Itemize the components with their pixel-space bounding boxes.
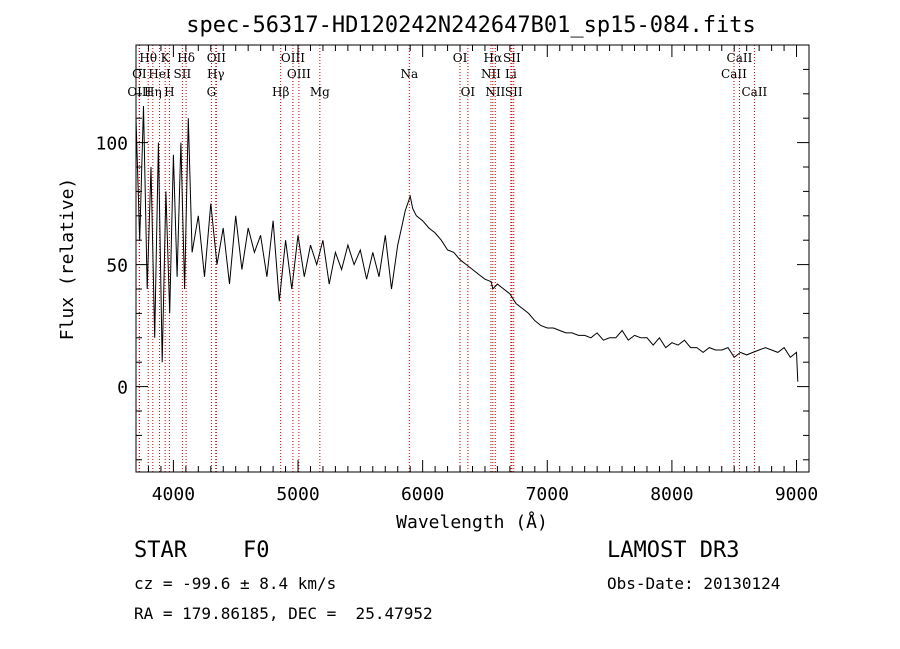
line-marker-label: Hα [484,51,503,65]
coordinates-readout: RA = 179.86185, DEC = 25.47952 [134,604,433,623]
line-marker-label: Hβ [272,85,289,99]
plot-frame [135,44,810,473]
line-marker-label: CaII [721,67,747,81]
chart-title: spec-56317-HD120242N242647B01_sp15-084.f… [186,13,756,38]
line-marker-label: Mg [310,85,330,99]
line-marker-label: SII [505,85,523,99]
line-marker-label: K [161,51,171,65]
line-marker-label: NII [481,67,501,81]
x-tick-label: 7000 [526,484,569,505]
x-axis-label: Wavelength (Å) [396,511,548,533]
x-tick-label: 9000 [775,484,818,505]
observation-date: Obs-Date: 20130124 [607,574,781,593]
line-marker-label: OIII [127,85,151,99]
line-marker-label: H [164,85,174,99]
line-marker-label: OI [453,51,468,65]
object-subclass: F0 [243,538,270,563]
x-tick-label: 6000 [401,484,444,505]
line-marker-label: Hη [144,85,162,99]
survey-name: LAMOST DR3 [607,538,740,563]
line-marker-label: SII [503,51,521,65]
x-tick-label: 5000 [276,484,319,505]
y-tick-label: 100 [95,134,128,155]
x-axis: 4000 5000 6000 7000 8000 9000 [135,45,818,505]
line-marker-label: HeI [148,67,171,81]
y-axis: 0 50 100 [95,44,809,461]
line-marker-label: OI [461,85,476,99]
x-tick-label: 8000 [650,484,693,505]
line-marker-label: CaII [741,85,767,99]
y-tick-label: 0 [117,378,128,399]
line-marker-label: OIII [281,51,305,65]
line-marker-label: CaII [727,51,753,65]
line-marker-label: OII [207,51,227,65]
x-tick-label: 4000 [152,484,195,505]
line-marker-label: G [207,85,217,99]
y-tick-label: 50 [106,256,128,277]
line-marker-label: OIII [287,67,311,81]
line-marker-label: Li [505,67,517,81]
line-marker-label: SII [174,67,192,81]
line-marker-label: NII [485,85,505,99]
spectrum-line [135,105,799,382]
line-marker-label: Na [400,67,418,81]
redshift-readout: cz = -99.6 ± 8.4 km/s [134,574,337,593]
line-marker-label: Hθ [139,51,157,65]
y-axis-label: Flux (relative) [57,178,78,341]
line-marker-label: Hδ [177,51,195,65]
line-marker-label: Hγ [207,67,225,81]
object-class: STAR [134,538,187,563]
